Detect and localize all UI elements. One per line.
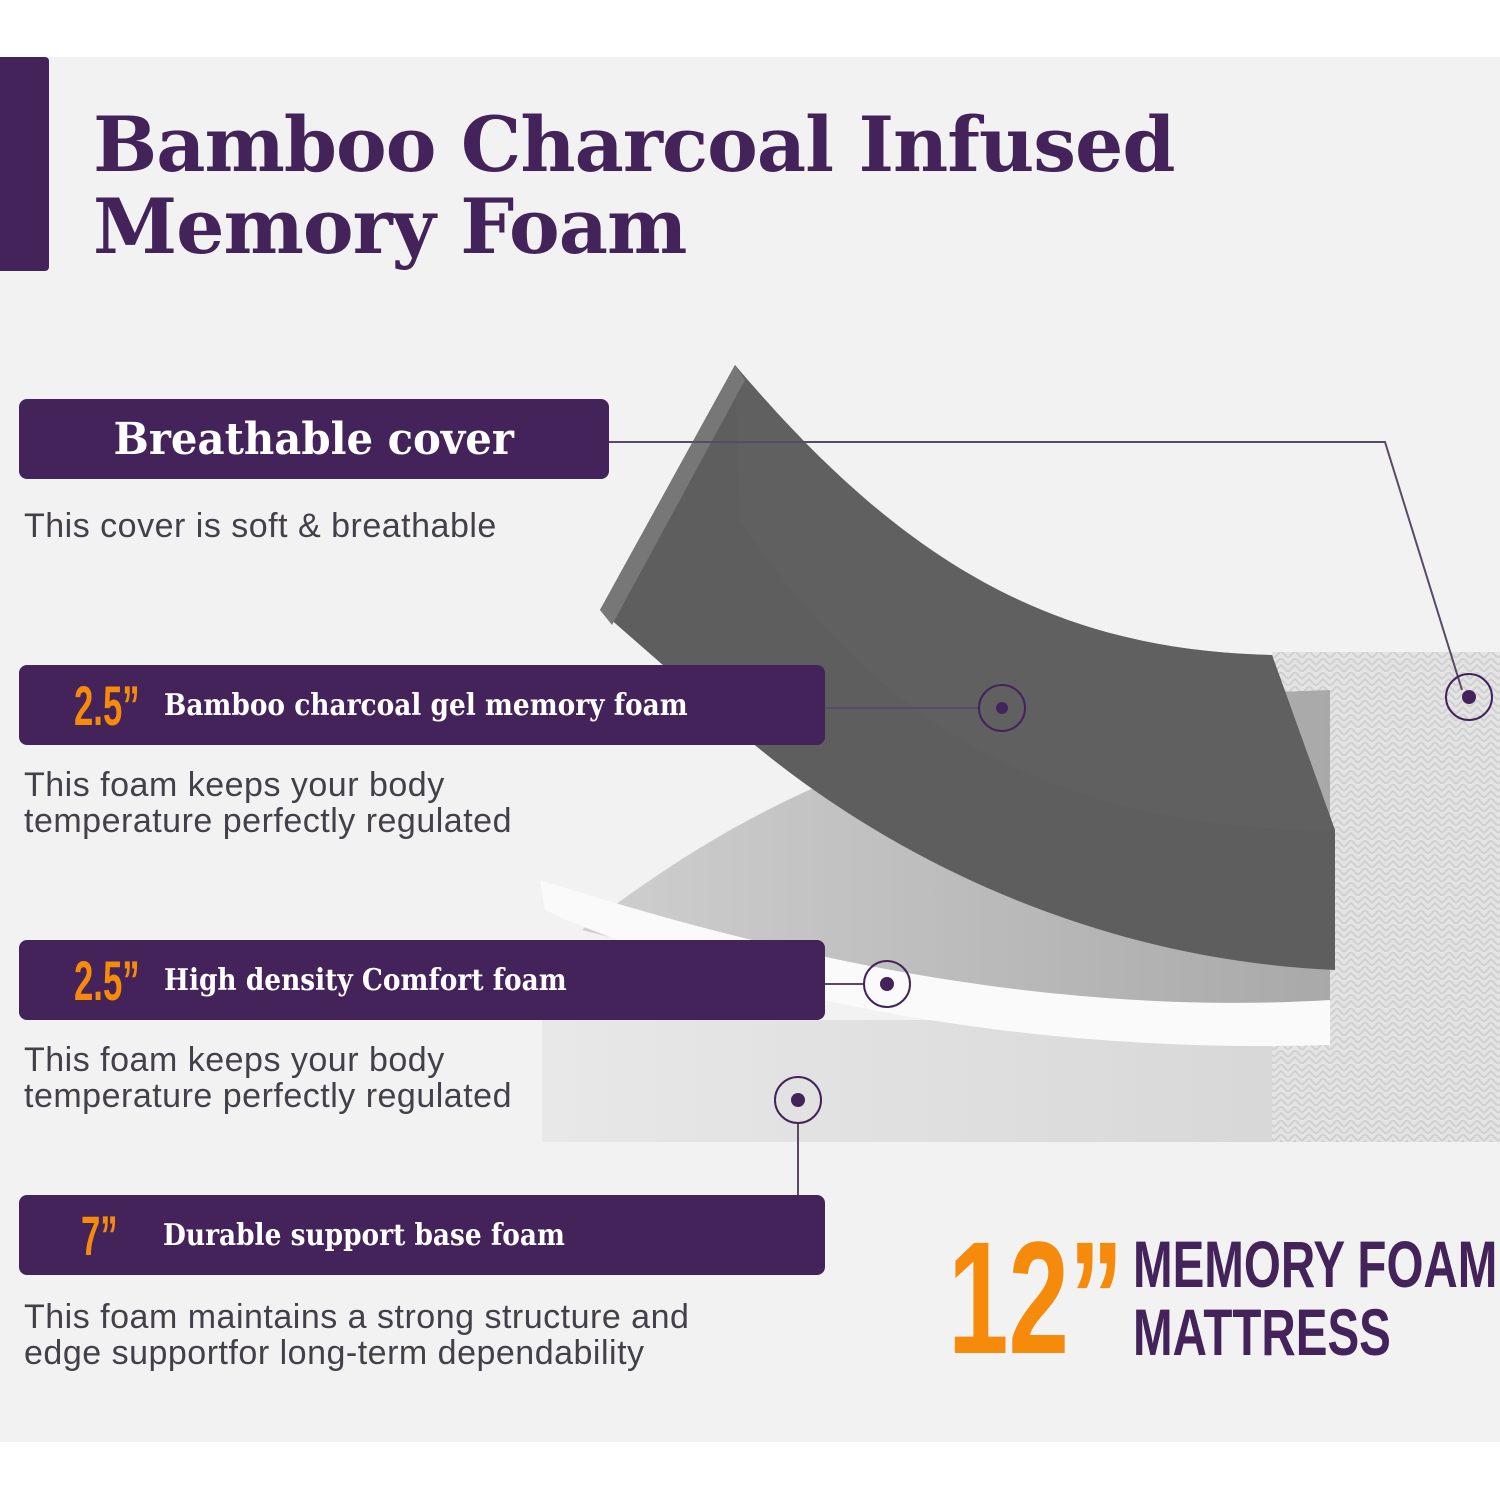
callout-marker-comfort [863, 960, 911, 1008]
layer-description-cover: This cover is soft & breathable [24, 508, 497, 544]
layer-label-comfort: 2.5” High density Comfort foam [19, 940, 825, 1020]
summary-line-2: MATTRESS [1133, 1295, 1391, 1369]
layer-thickness: 2.5” [74, 673, 140, 737]
title-line-2: Memory Foam [93, 182, 687, 271]
layer-description-comfort: This foam keeps your body temperature pe… [24, 1042, 512, 1114]
layer-thickness: 7” [81, 1203, 118, 1267]
layer-title: Bamboo charcoal gel memory foam [164, 687, 688, 723]
layer-label-charcoal: 2.5” Bamboo charcoal gel memory foam [19, 665, 825, 745]
layer-label-cover: Breathable cover [19, 399, 609, 479]
layer-thickness: 2.5” [74, 948, 140, 1012]
description-line: This foam maintains a strong structure a… [24, 1298, 690, 1336]
description-line: This foam keeps your body [24, 1041, 445, 1079]
callout-lines [608, 441, 1463, 1195]
total-height: 12” [948, 1208, 1124, 1387]
layer-title: Breathable cover [113, 413, 515, 465]
description-line: This cover is soft & breathable [24, 507, 497, 545]
description-line: This foam keeps your body [24, 766, 445, 804]
page-title: Bamboo Charcoal Infused Memory Foam [93, 104, 1175, 268]
summary-line-1: MEMORY FOAM [1133, 1227, 1498, 1301]
layer-title: High density Comfort foam [164, 962, 567, 998]
description-line: temperature perfectly regulated [24, 1077, 512, 1115]
layer-label-base: 7” Durable support base foam [19, 1195, 825, 1275]
mattress-summary: 12” MEMORY FOAM MATTRESS [948, 1208, 1500, 1387]
callout-marker-cover [1445, 673, 1493, 721]
layer-description-base: This foam maintains a strong structure a… [24, 1299, 689, 1371]
comfort-foam-edge [540, 880, 1330, 1047]
charcoal-foam-edge [600, 365, 745, 625]
description-line: temperature perfectly regulated [24, 802, 512, 840]
callout-marker-base [774, 1076, 822, 1124]
description-line: edge supportfor long-term dependability [24, 1334, 645, 1372]
layer-title: Durable support base foam [163, 1217, 565, 1253]
title-accent-bar [0, 57, 49, 271]
layer-description-charcoal: This foam keeps your body temperature pe… [24, 767, 512, 839]
charcoal-foam-top [735, 365, 1335, 830]
summary-text: MEMORY FOAM MATTRESS [1133, 1230, 1497, 1366]
title-line-1: Bamboo Charcoal Infused [93, 100, 1175, 189]
callout-marker-charcoal [978, 684, 1026, 732]
